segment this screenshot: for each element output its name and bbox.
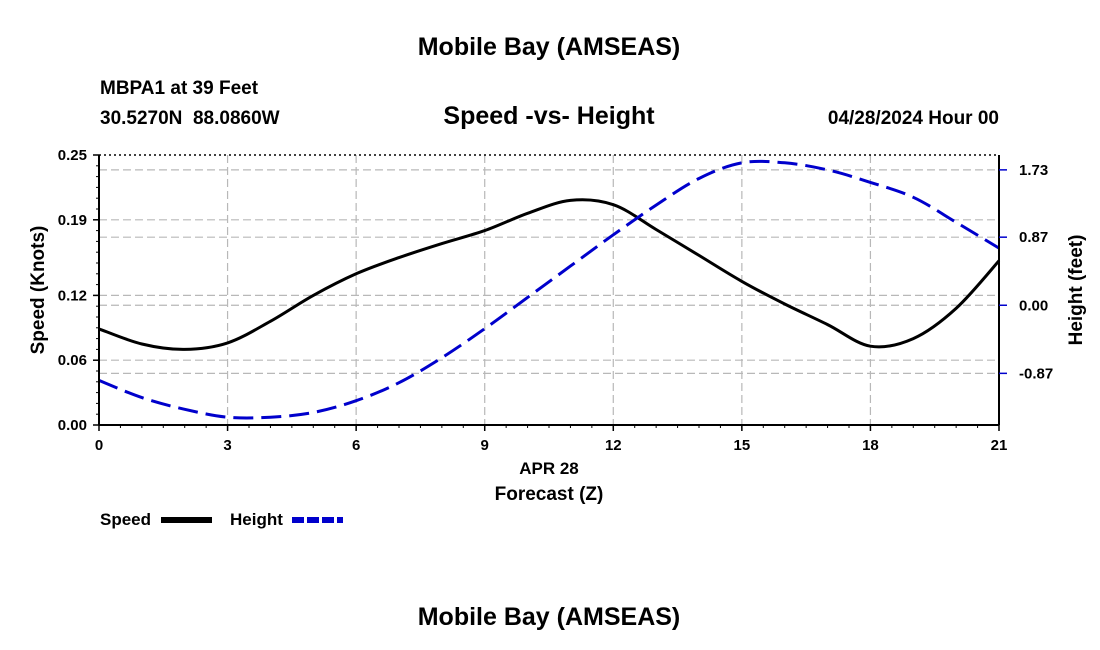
y-tick-label: 0.00 (58, 417, 87, 434)
x-axis-sublabel: APR 28 (519, 459, 579, 478)
y-axis-label: Speed (Knots) (28, 226, 49, 355)
series-layer (98, 159, 1001, 420)
legend-label-speed: Speed (100, 510, 151, 529)
y-tick-label: 0.25 (58, 147, 87, 164)
footer-title: Mobile Bay (AMSEAS) (418, 603, 681, 631)
grid-lines (99, 155, 999, 425)
x-tick-label: 15 (734, 437, 751, 454)
y2-tick-label: -0.87 (1019, 365, 1053, 382)
x-tick-label: 21 (991, 437, 1008, 454)
y-tick-label: 0.06 (58, 352, 87, 369)
x-tick-label: 9 (481, 437, 489, 454)
y2-axis-label: Height (feet) (1066, 235, 1087, 346)
legend: Speed Height (100, 510, 343, 529)
axis-ticks: 0 3 6 9 12 15 18 21 0.00 0.06 0.12 0.19 0.25 -0.87 0.0… (58, 147, 1053, 454)
y2-tick-label: 1.73 (1019, 162, 1048, 179)
series-line-height (98, 159, 1000, 420)
chart-title: Mobile Bay (AMSEAS) (418, 33, 681, 61)
chart-subtitle: Speed -vs- Height (443, 102, 655, 130)
coordinates-label: 30.5270N 88.0860W (100, 108, 280, 129)
y2-tick-label: 0.00 (1019, 297, 1048, 314)
x-tick-label: 0 (95, 437, 103, 454)
y2-tick-label: 0.87 (1019, 229, 1048, 246)
x-tick-label: 18 (862, 437, 879, 454)
x-tick-label: 12 (605, 437, 622, 454)
plot-frame (98, 154, 1000, 426)
x-tick-label: 3 (223, 437, 231, 454)
x-tick-label: 6 (352, 437, 360, 454)
x-axis-label: Forecast (Z) (495, 484, 604, 505)
y-tick-label: 0.12 (58, 287, 87, 304)
forecast-datetime: 04/28/2024 Hour 00 (828, 108, 999, 129)
series-line-speed (98, 198, 1001, 351)
y-tick-label: 0.19 (58, 212, 87, 229)
station-label: MBPA1 at 39 Feet (100, 78, 259, 99)
legend-label-height: Height (230, 510, 283, 529)
